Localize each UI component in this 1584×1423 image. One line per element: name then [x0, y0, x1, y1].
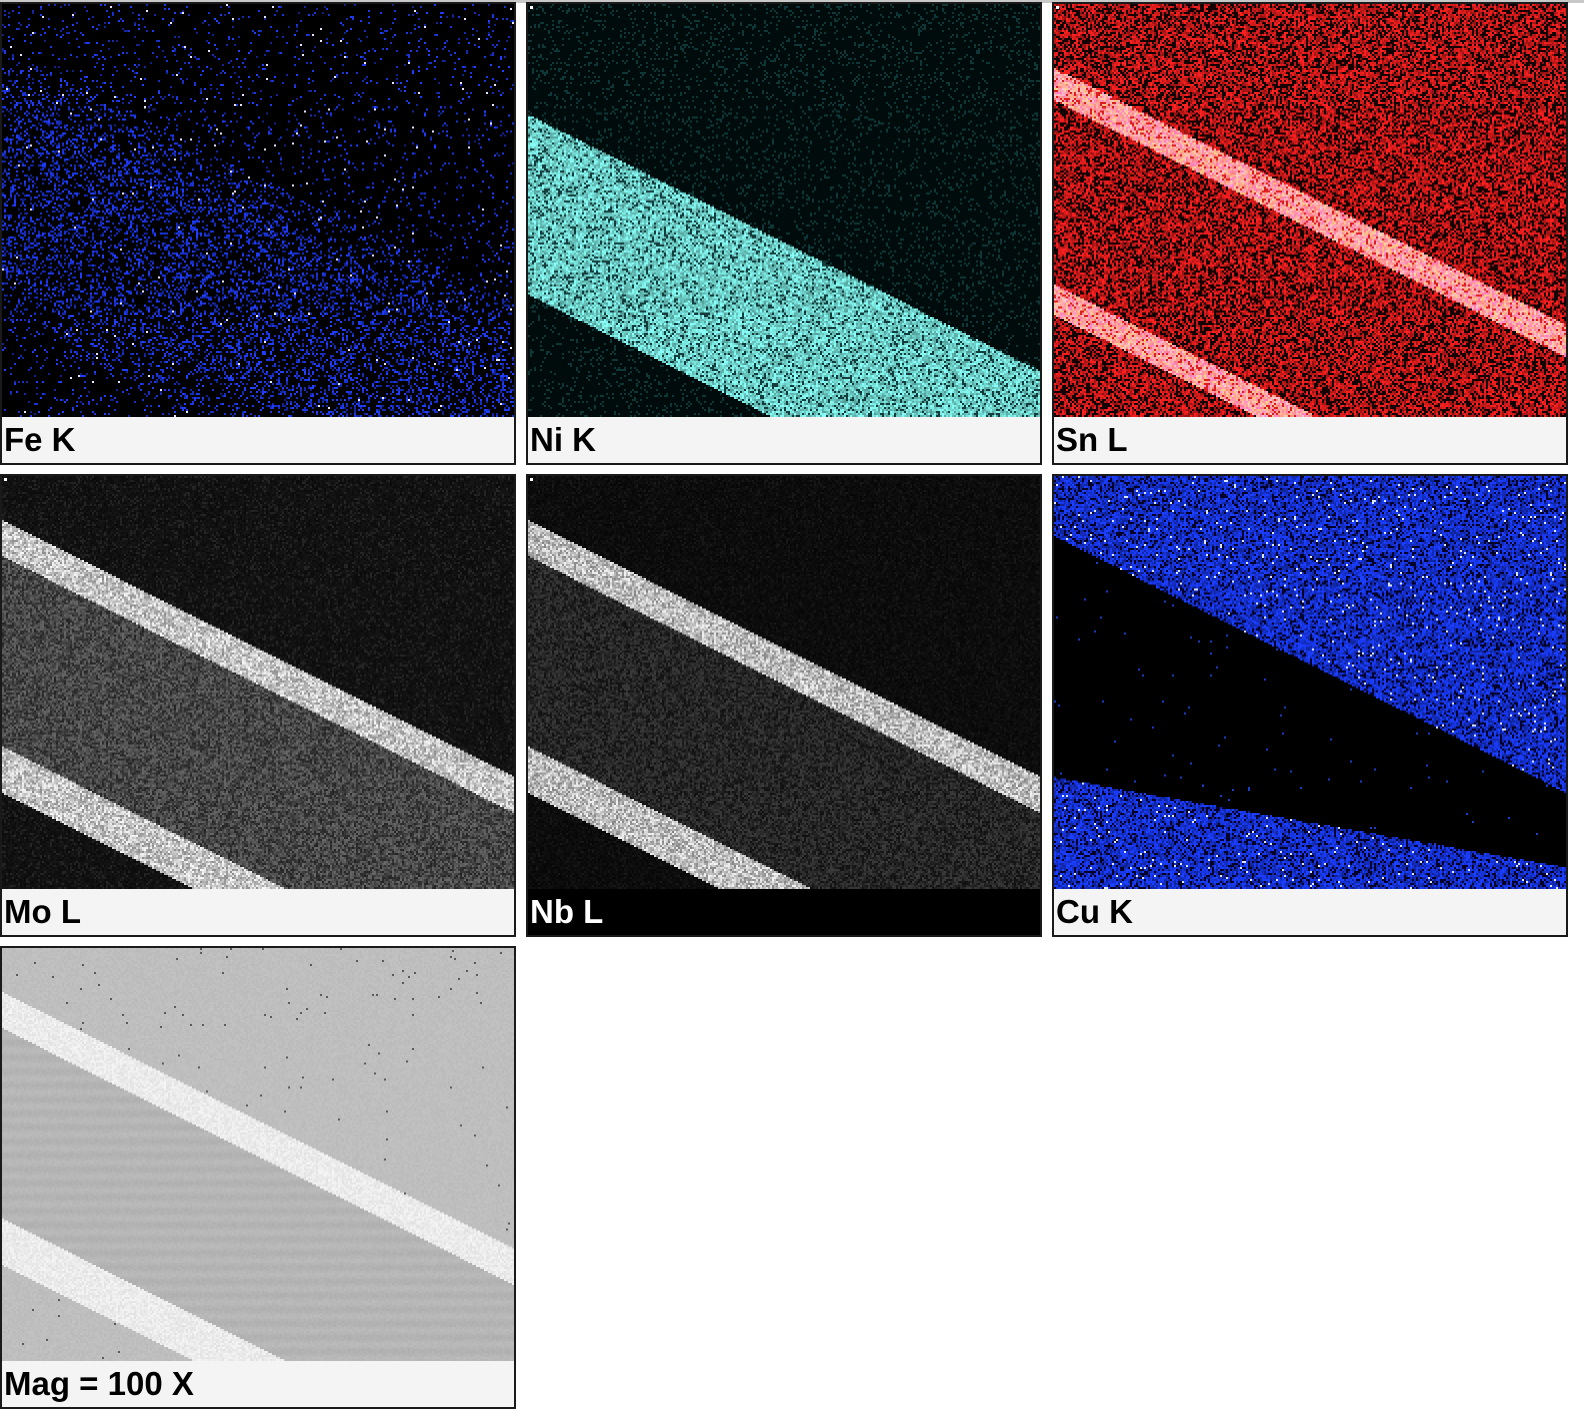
panel-label: Mo L	[2, 889, 514, 935]
panel-nb-l: Nb L	[526, 474, 1042, 937]
magnification-label: Mag = 100 X	[2, 1361, 514, 1407]
panel-fe-k: Fe K	[0, 2, 516, 465]
panel-ni-k: Ni K	[526, 2, 1042, 465]
sem-micrograph	[2, 948, 514, 1361]
panel-label: Fe K	[2, 417, 514, 463]
ni-k-element-map	[528, 4, 1040, 417]
panel-mo-l: Mo L	[0, 474, 516, 937]
nb-l-element-map	[528, 476, 1040, 889]
corner-marker	[4, 478, 7, 481]
corner-marker	[530, 6, 533, 9]
corner-marker	[530, 478, 533, 481]
cu-k-element-map	[1054, 476, 1566, 889]
top-strip	[0, 0, 1584, 3]
mo-l-element-map	[2, 476, 514, 889]
corner-marker	[1056, 6, 1059, 9]
panel-label: Ni K	[528, 417, 1040, 463]
panel-sn-l: Sn L	[1052, 2, 1568, 465]
panel-cu-k: Cu K	[1052, 474, 1568, 937]
fe-k-element-map	[2, 4, 514, 417]
panel-label: Nb L	[528, 889, 1040, 935]
panel-label: Sn L	[1054, 417, 1566, 463]
panel-label: Cu K	[1054, 889, 1566, 935]
panel-sem-image: Mag = 100 X	[0, 946, 516, 1409]
sn-l-element-map	[1054, 4, 1566, 417]
